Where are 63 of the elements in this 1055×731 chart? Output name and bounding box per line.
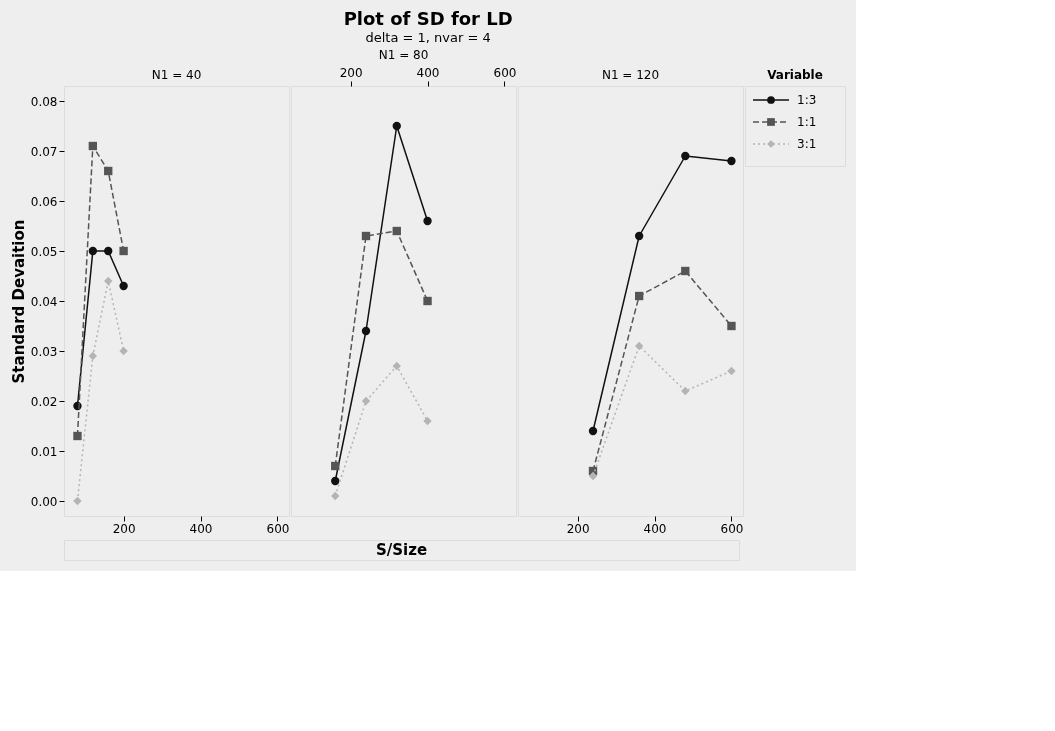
point — [588, 471, 598, 481]
y-tick-label: 0.08 — [30, 94, 58, 109]
point — [361, 231, 371, 241]
point — [88, 246, 98, 256]
point — [392, 361, 401, 371]
point — [681, 386, 690, 396]
point — [634, 341, 644, 351]
point — [331, 461, 340, 471]
point — [361, 396, 371, 406]
point — [361, 326, 371, 336]
point — [104, 276, 113, 286]
point — [119, 246, 128, 256]
legend-label: 3:1 — [797, 137, 817, 151]
x-tick-label: 400 — [643, 521, 667, 536]
y-tick-label: 0.03 — [30, 344, 58, 359]
y-tick-label: 0.05 — [30, 244, 58, 259]
x-axis-title: S/Size — [375, 541, 428, 559]
x-tick-label: 200 — [566, 521, 590, 536]
y-tick-label: 0.04 — [30, 294, 58, 309]
point — [423, 216, 432, 226]
legend-label: 1:3 — [797, 93, 817, 107]
point — [104, 166, 113, 176]
legend-title: Variable — [767, 68, 823, 82]
point — [681, 266, 690, 276]
x-tick-label: 600 — [720, 521, 744, 536]
point — [88, 141, 98, 151]
point — [88, 351, 98, 361]
y-tick-label: 0.02 — [30, 394, 58, 409]
y-tick-label: 0.06 — [30, 194, 58, 209]
text: N1 = 40 — [151, 68, 202, 82]
x-tick-label: 400 — [416, 65, 440, 80]
point — [727, 156, 736, 166]
point — [73, 431, 82, 441]
chart-title: Plot of SD for LD — [343, 7, 513, 29]
legend-label: 1:1 — [797, 115, 817, 129]
point — [727, 321, 736, 331]
point — [331, 476, 340, 486]
text: N1 = 120 — [601, 68, 660, 82]
point — [119, 346, 128, 356]
x-tick-label: 400 — [189, 521, 213, 536]
point — [392, 121, 401, 131]
y-tick-label: 0.00 — [30, 494, 58, 509]
chart-subtitle: delta = 1, nvar = 4 — [365, 29, 491, 45]
text: N1 = 80 — [378, 48, 429, 62]
point — [681, 151, 690, 161]
x-tick-label: 600 — [493, 65, 517, 80]
y-axis-title: Standard Devaition — [9, 219, 28, 384]
point — [73, 496, 82, 506]
point — [423, 416, 432, 426]
point — [119, 281, 128, 291]
point — [588, 426, 598, 436]
x-tick-label: 200 — [112, 521, 136, 536]
point — [423, 296, 432, 306]
point — [104, 246, 113, 256]
point — [392, 226, 401, 236]
point — [634, 291, 644, 301]
point — [727, 366, 736, 376]
point — [634, 231, 644, 241]
point — [331, 491, 340, 501]
y-tick-label: 0.07 — [30, 144, 58, 159]
x-tick-label: 600 — [266, 521, 290, 536]
x-tick-label: 200 — [339, 65, 363, 80]
y-tick-label: 0.01 — [30, 444, 58, 459]
